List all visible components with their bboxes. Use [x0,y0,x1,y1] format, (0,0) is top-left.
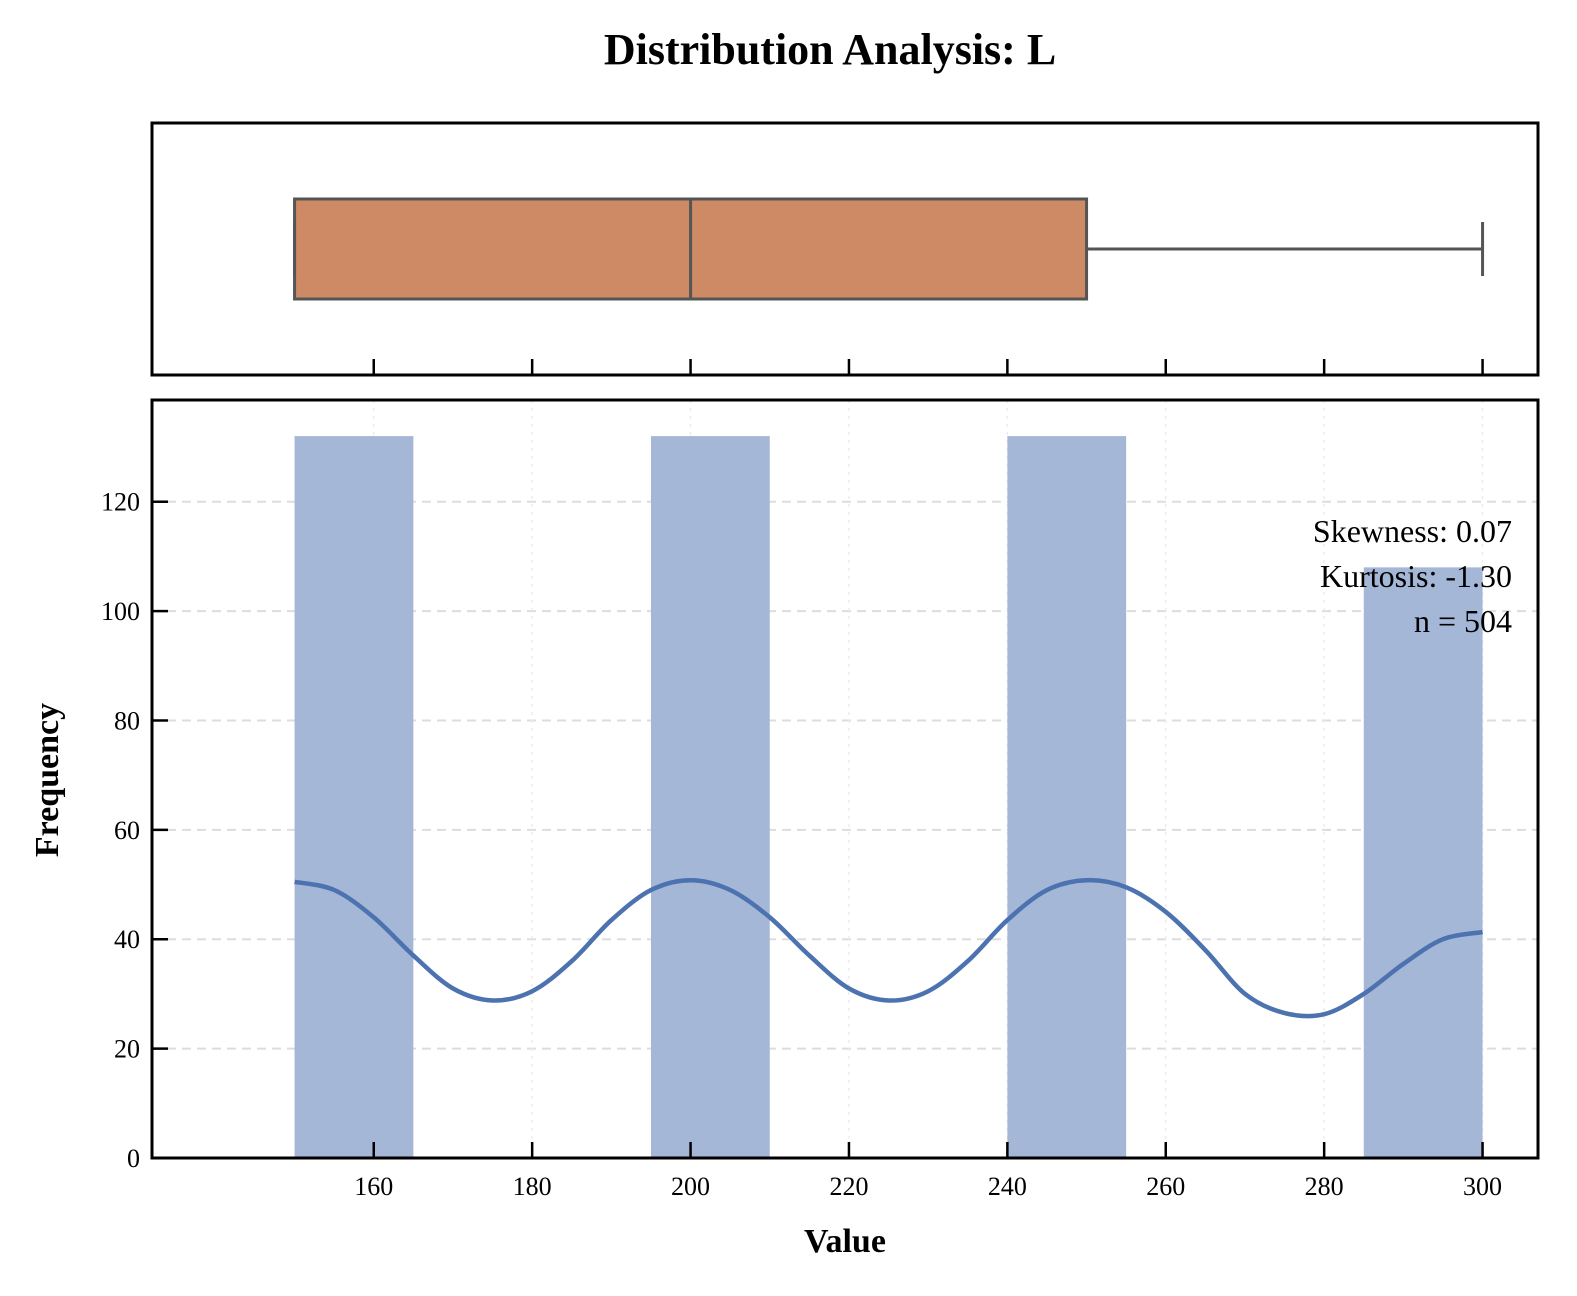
histogram-panel: Skewness: 0.07 Kurtosis: -1.30 n = 504 1… [29,398,1540,1260]
stats-count: n = 504 [1414,603,1512,639]
boxplot-panel [150,121,1540,377]
y-tick-label: 0 [127,1144,140,1173]
y-tick-label: 100 [101,597,140,626]
x-tick-label: 180 [513,1172,552,1201]
y-tick-label: 120 [101,488,140,517]
stats-skewness: Skewness: 0.07 [1313,513,1512,549]
kde-curve [294,877,1484,1019]
x-tick-label: 260 [1146,1172,1185,1201]
boxplot-frame [150,121,1540,377]
y-axis-label: Frequency [29,703,66,857]
x-axis-label: Value [804,1223,886,1260]
stats-annotation: Skewness: 0.07 Kurtosis: -1.30 n = 504 [1313,513,1512,639]
y-tick-label: 60 [114,816,140,845]
histogram-frame [150,398,1540,1160]
histogram-bars [294,436,1483,1159]
y-tick-label: 80 [114,706,140,735]
x-tick-label: 280 [1305,1172,1344,1201]
histogram-bar [1007,436,1127,1159]
histogram-bar [650,436,770,1159]
boxplot-x-ticks [372,359,1484,375]
histogram-bar [1363,567,1483,1158]
histogram-tick-labels: 160 180 200 220 240 260 280 300 0 20 40 60 80 100 120 [101,488,1502,1201]
boxplot-marks [293,197,1485,301]
x-tick-label: 300 [1463,1172,1502,1201]
x-tick-label: 220 [829,1172,868,1201]
y-tick-label: 40 [114,925,140,954]
x-tick-label: 240 [988,1172,1027,1201]
histogram-ticks [152,500,1484,1160]
x-tick-label: 160 [354,1172,393,1201]
stats-kurtosis: Kurtosis: -1.30 [1320,558,1512,594]
y-tick-label: 20 [114,1035,140,1064]
chart-title: Distribution Analysis: L [604,25,1056,74]
histogram-bar [294,436,414,1159]
x-tick-label: 200 [671,1172,710,1201]
